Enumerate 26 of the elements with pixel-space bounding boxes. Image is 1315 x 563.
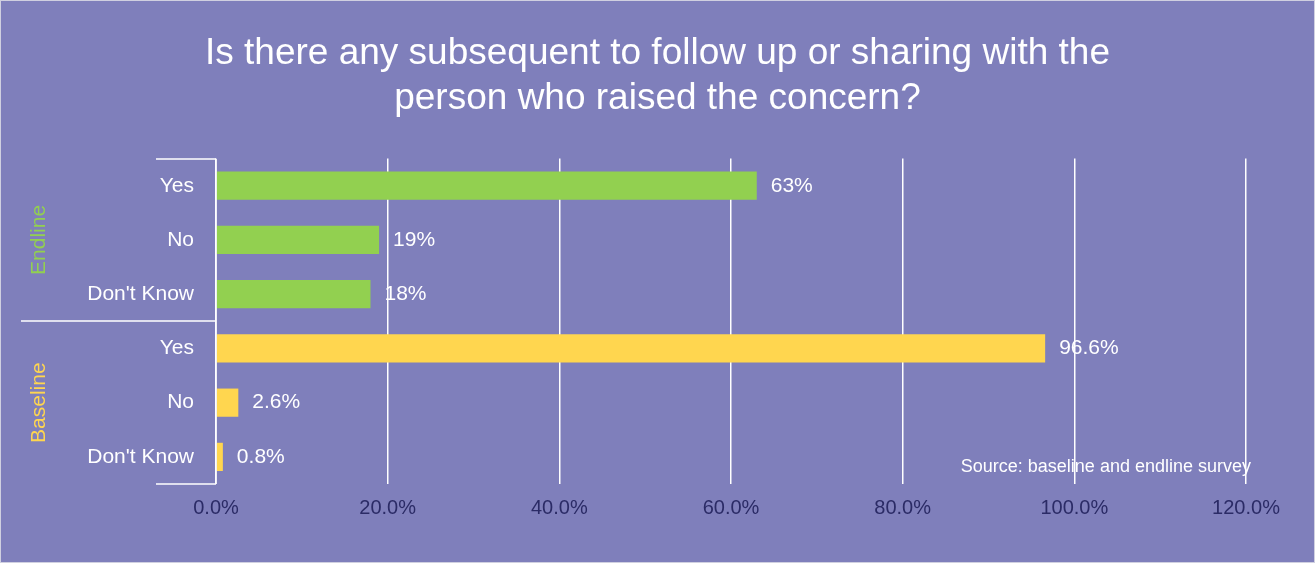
- bar: [216, 225, 380, 255]
- bar: [216, 280, 371, 309]
- bar: [216, 442, 223, 471]
- x-tick-label: 20.0%: [359, 495, 417, 518]
- data-label: 63%: [770, 172, 813, 196]
- text: Baseline: [25, 362, 49, 443]
- y-tick-label: Yes: [159, 172, 194, 196]
- text: Endline: [25, 204, 49, 275]
- y-tick-label: Don't Know: [87, 443, 195, 467]
- y-tick-label: Yes: [159, 335, 194, 359]
- data-label: 0.8%: [236, 443, 285, 467]
- x-tick-label: 120.0%: [1212, 495, 1281, 518]
- data-label: 2.6%: [252, 389, 301, 413]
- x-tick-label: 0.0%: [193, 495, 240, 518]
- y-tick-label: No: [167, 389, 194, 413]
- y-tick-label: No: [167, 226, 194, 250]
- x-tick-label: 60.0%: [702, 495, 760, 518]
- x-tick-label: 100.0%: [1040, 495, 1109, 518]
- data-label: 19%: [393, 226, 436, 250]
- y-tick-label: Don't Know: [87, 280, 195, 304]
- bar: [216, 171, 757, 200]
- bar: [216, 334, 1046, 363]
- chart-title: Is there any subsequent to follow up or sharing with the person who raised the concern?: [204, 30, 1111, 119]
- bar: [216, 388, 239, 417]
- x-tick-label: 40.0%: [530, 495, 588, 518]
- x-tick-label: 80.0%: [874, 495, 932, 518]
